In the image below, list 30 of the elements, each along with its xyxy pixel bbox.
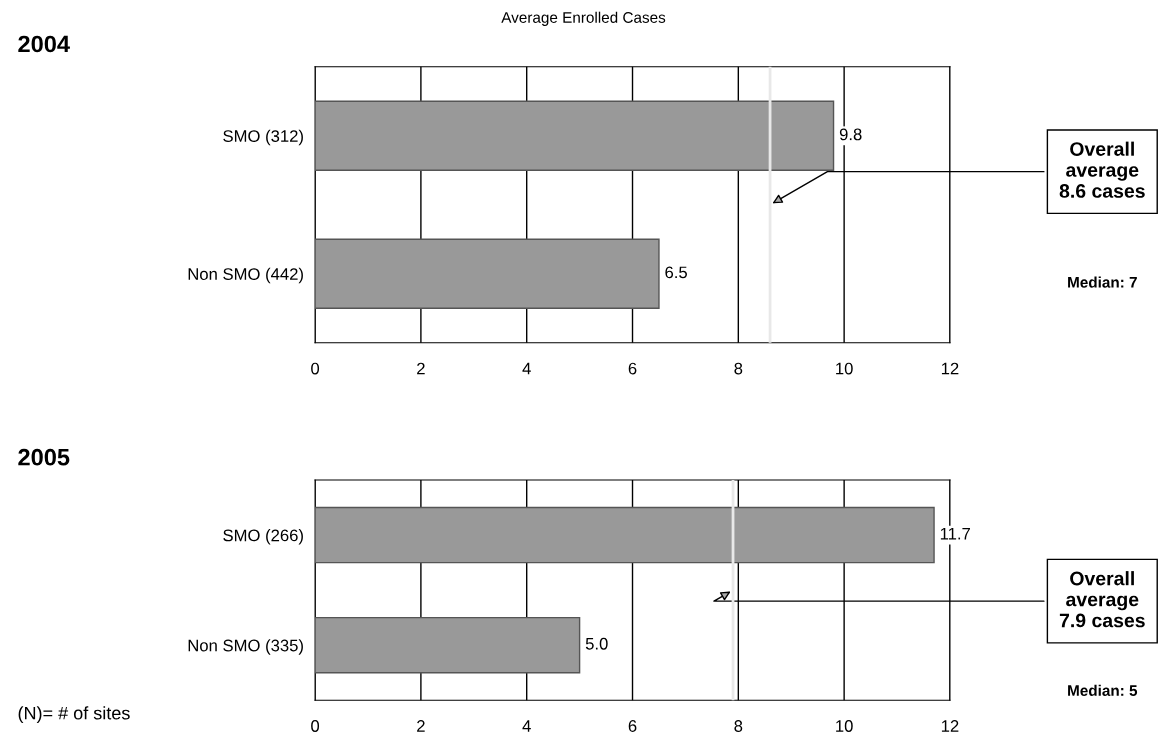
x-tick-label: 4 [522, 362, 531, 375]
y-tick-label: Non SMO (442) [188, 267, 303, 284]
x-tick-label: 8 [734, 362, 743, 375]
x-tick-label: 8 [734, 720, 743, 732]
text: Median: 7 [1068, 276, 1137, 288]
text: 2004 [18, 35, 70, 53]
x-tick-label: 12 [941, 720, 959, 732]
x-tick-label: 4 [522, 720, 531, 732]
text: Median: 5 [1068, 684, 1138, 696]
text: 2005 [18, 448, 70, 466]
x-tick-label: 10 [836, 720, 853, 732]
text: Overall average 7.9 cases [1059, 571, 1145, 628]
text: (N)= # of sites [18, 706, 130, 724]
x-tick-label: 10 [836, 362, 853, 375]
y-tick-label: Non SMO (335) [188, 639, 303, 655]
data-label: 9.8 [839, 128, 862, 141]
chart-title: Average Enrolled Cases [501, 11, 666, 26]
data-label: 6.5 [665, 266, 687, 279]
x-tick-label: 12 [941, 362, 959, 375]
y-tick-label: SMO (312) [223, 129, 303, 146]
data-label: 11.7 [940, 527, 970, 540]
x-tick-label: 2 [417, 720, 425, 732]
x-tick-label: 6 [628, 720, 637, 732]
text: Overall average 8.6 cases [1059, 141, 1145, 198]
x-tick-label: 6 [628, 362, 637, 375]
x-tick-label: 2 [417, 362, 425, 375]
y-tick-label: SMO (266) [223, 529, 303, 545]
x-tick-label: 0 [311, 720, 320, 732]
data-label: 5.0 [585, 637, 608, 650]
x-tick-label: 0 [311, 362, 320, 375]
